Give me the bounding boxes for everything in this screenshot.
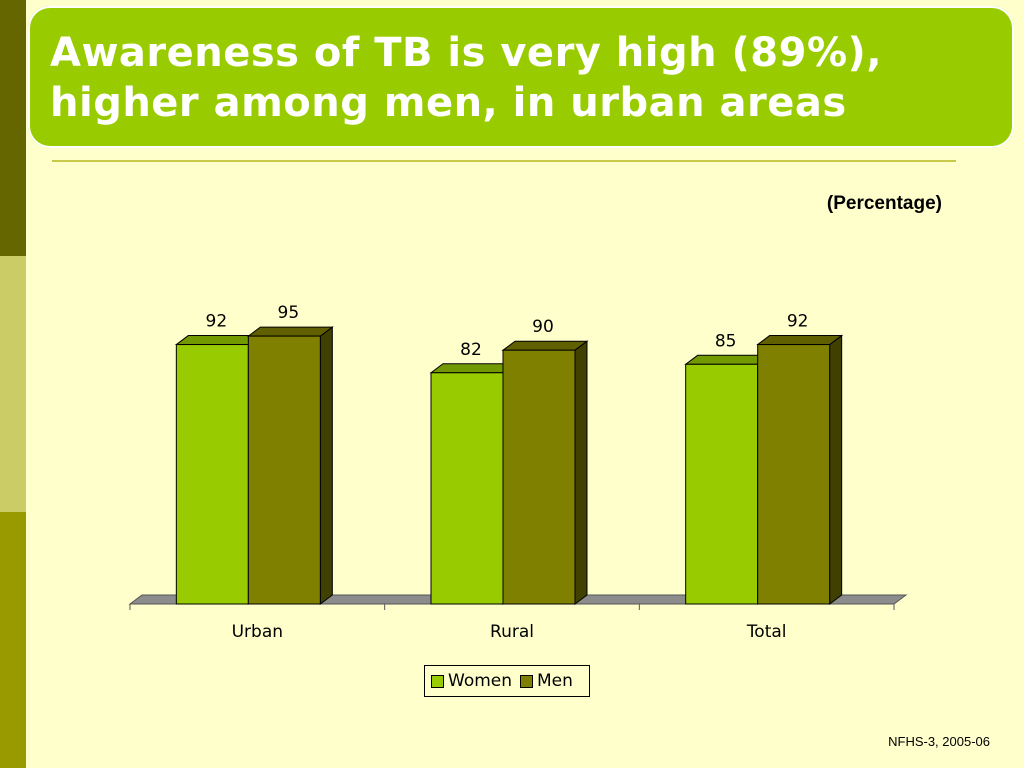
data-label-men-rural: 90 [532,317,554,337]
source-note: NFHS-3, 2005-06 [888,734,990,749]
bar-women-rural [430,372,504,605]
bar-side-men-total [829,334,843,605]
legend-item-women: Women [431,671,512,691]
side-stripe-bottom [0,512,26,768]
x-tick-label-urban: Urban [232,622,283,642]
x-tick-label-rural: Rural [490,622,534,642]
title-divider [52,160,956,162]
bar-top-men-total [756,335,844,346]
bar-men-total [757,344,831,605]
bar-women-total [685,363,759,605]
side-stripe-middle [0,256,26,512]
bar-side-men-urban [319,326,333,605]
slide-title: Awareness of TB is very high (89%), high… [50,30,883,126]
data-label-men-total: 92 [787,312,809,332]
bar-top-women-urban [174,335,262,346]
title-banner: Awareness of TB is very high (89%), high… [28,6,1014,148]
bar-side-men-rural [574,340,588,605]
x-tick-label-total: Total [746,622,787,642]
legend-label-men: Men [537,671,573,691]
bar-men-rural [502,349,576,605]
chart-legend: Women Men [424,665,590,697]
data-label-women-total: 85 [715,331,737,351]
legend-swatch-men [520,674,534,688]
data-label-men-urban: 95 [278,303,300,323]
bar-men-urban [247,335,321,605]
bar-top-women-total [684,354,772,365]
bar-women-urban [175,344,249,605]
bar-top-men-urban [246,326,334,337]
bar-top-women-rural [429,363,517,374]
legend-item-men: Men [520,671,573,691]
bar-top-men-rural [501,340,589,351]
legend-label-women: Women [448,671,513,691]
data-label-women-rural: 82 [460,340,482,360]
legend-swatch-women [431,674,444,688]
unit-label: (Percentage) [826,193,942,214]
side-stripe-top [0,0,26,256]
data-label-women-urban: 92 [206,312,228,332]
